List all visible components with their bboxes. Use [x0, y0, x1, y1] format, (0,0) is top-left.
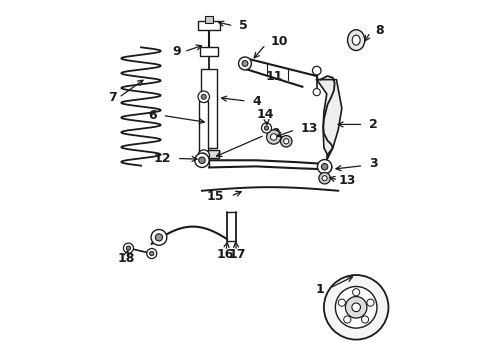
- Circle shape: [324, 275, 389, 339]
- Circle shape: [198, 91, 210, 103]
- Text: 8: 8: [375, 24, 384, 37]
- FancyBboxPatch shape: [199, 101, 208, 151]
- Circle shape: [322, 162, 332, 172]
- Circle shape: [239, 57, 251, 70]
- Text: 11: 11: [266, 69, 283, 82]
- Ellipse shape: [352, 35, 360, 45]
- Circle shape: [151, 229, 167, 245]
- Circle shape: [201, 153, 206, 158]
- Text: 9: 9: [172, 45, 181, 58]
- Text: 5: 5: [239, 19, 247, 32]
- Circle shape: [318, 159, 332, 174]
- Text: 3: 3: [368, 157, 377, 170]
- Circle shape: [313, 66, 321, 75]
- Circle shape: [242, 60, 248, 66]
- Circle shape: [345, 297, 367, 318]
- Text: 18: 18: [117, 252, 135, 265]
- Circle shape: [262, 123, 271, 133]
- Text: 9: 9: [271, 127, 280, 140]
- Circle shape: [270, 134, 277, 140]
- Circle shape: [353, 289, 360, 296]
- Circle shape: [322, 176, 327, 181]
- Circle shape: [265, 126, 269, 130]
- FancyBboxPatch shape: [198, 22, 220, 30]
- Circle shape: [352, 303, 361, 312]
- Circle shape: [199, 157, 205, 163]
- Circle shape: [321, 163, 328, 170]
- Circle shape: [338, 299, 345, 306]
- Ellipse shape: [347, 30, 365, 50]
- Text: 7: 7: [108, 91, 117, 104]
- FancyBboxPatch shape: [199, 150, 219, 158]
- Circle shape: [362, 316, 368, 323]
- Text: 14: 14: [257, 108, 274, 121]
- Circle shape: [335, 287, 377, 328]
- Circle shape: [367, 299, 374, 306]
- Circle shape: [198, 150, 210, 161]
- Polygon shape: [317, 80, 342, 155]
- FancyBboxPatch shape: [201, 69, 217, 148]
- Text: 12: 12: [154, 152, 172, 165]
- FancyBboxPatch shape: [200, 47, 218, 56]
- Text: 13: 13: [300, 122, 318, 135]
- Circle shape: [147, 248, 157, 258]
- Text: 16: 16: [217, 248, 234, 261]
- FancyBboxPatch shape: [205, 17, 214, 23]
- Text: 1: 1: [315, 283, 324, 296]
- Circle shape: [313, 89, 320, 96]
- Circle shape: [123, 243, 133, 253]
- Text: 13: 13: [339, 174, 356, 187]
- Text: 4: 4: [252, 95, 261, 108]
- Text: 15: 15: [207, 190, 224, 203]
- Circle shape: [267, 130, 281, 144]
- Circle shape: [280, 135, 292, 147]
- Circle shape: [201, 94, 206, 99]
- Circle shape: [195, 153, 209, 167]
- Circle shape: [149, 251, 154, 256]
- Circle shape: [319, 172, 330, 184]
- Text: 6: 6: [148, 109, 156, 122]
- Circle shape: [284, 139, 289, 144]
- Circle shape: [155, 234, 163, 241]
- Circle shape: [126, 246, 131, 250]
- Text: 2: 2: [368, 118, 377, 131]
- Text: 17: 17: [228, 248, 246, 261]
- Text: 10: 10: [271, 35, 288, 49]
- Circle shape: [343, 316, 351, 323]
